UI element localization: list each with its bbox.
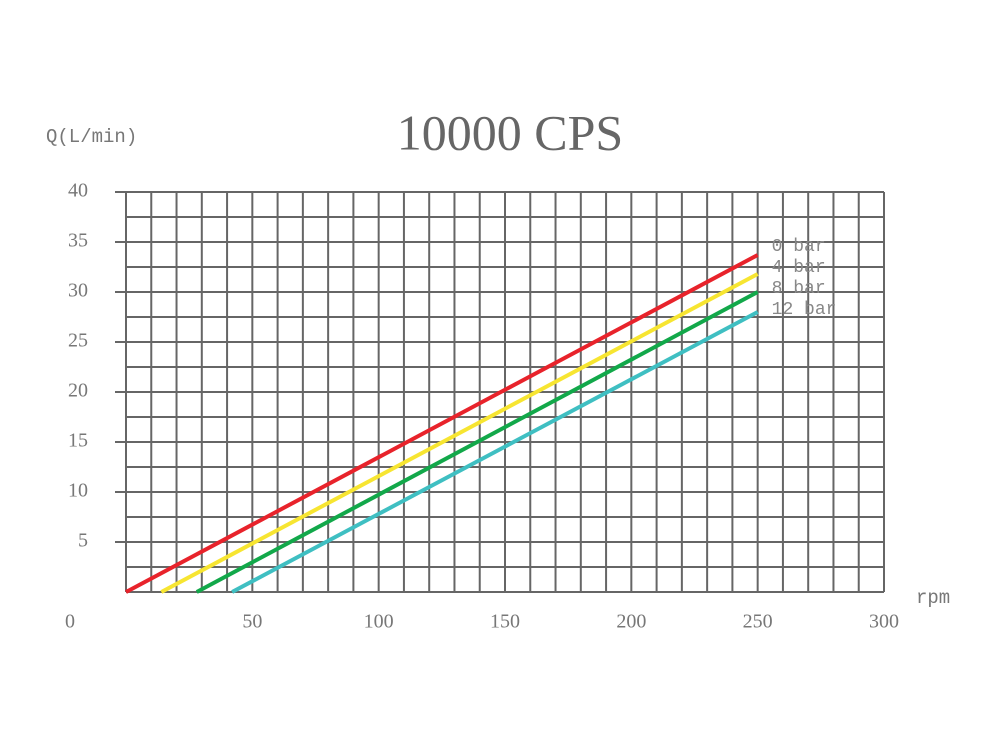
series-line (231, 310, 759, 594)
x-tick-label: 100 (364, 611, 394, 633)
x-tick-label: 300 (869, 611, 899, 633)
y-axis-label: Q(L/min) (46, 126, 137, 148)
legend-label: 4 bar (772, 258, 826, 278)
x-tick-label: 50 (242, 611, 262, 633)
legend-label: 0 bar (772, 237, 826, 257)
y-tick-label: 40 (68, 180, 88, 202)
x-axis-label: rpm (916, 587, 950, 609)
x-tick-label: 250 (743, 611, 773, 633)
x-tick-label: 200 (616, 611, 646, 633)
y-tick-label: 5 (78, 530, 88, 552)
y-tick-label: 30 (68, 280, 88, 302)
legend-label: 8 bar (772, 279, 826, 299)
x-tick-label: 150 (490, 611, 520, 633)
chart-title: 10000 CPS (397, 104, 623, 160)
legend-label: 12 bar (772, 300, 837, 320)
x-tick-label: 0 (65, 611, 75, 633)
series-line (125, 253, 759, 594)
series-line (160, 272, 759, 594)
series-line (195, 290, 759, 594)
y-tick-label: 35 (68, 230, 88, 252)
y-tick-label: 15 (68, 430, 88, 452)
y-tick-label: 25 (68, 330, 88, 352)
y-tick-label: 20 (68, 380, 88, 402)
y-tick-label: 10 (68, 480, 88, 502)
